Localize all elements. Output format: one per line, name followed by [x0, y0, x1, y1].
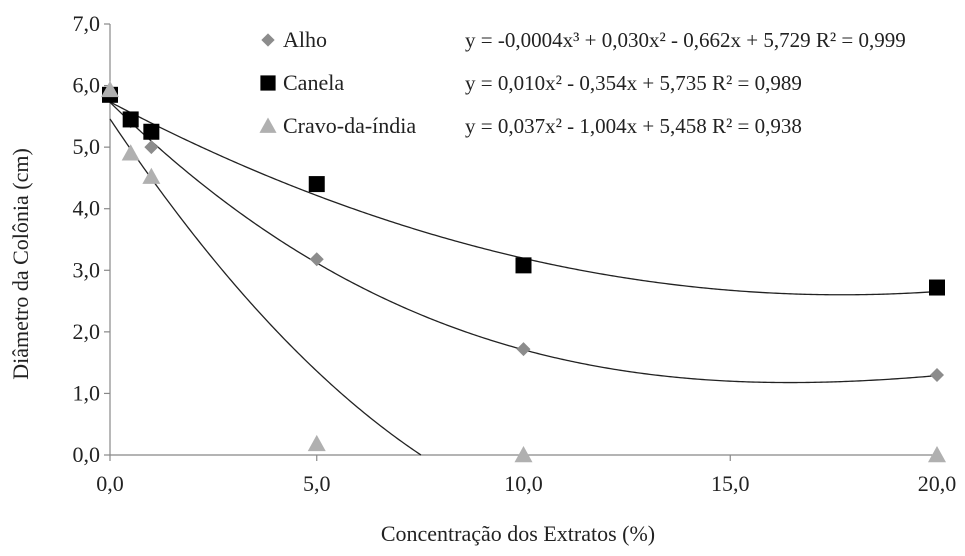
y-tick-label: 3,0	[73, 257, 101, 282]
legend-label: Cravo-da-índia	[283, 113, 416, 138]
data-point-triangle	[142, 167, 161, 184]
data-point-triangle	[307, 434, 326, 452]
data-point-diamond	[516, 342, 531, 357]
data-points	[101, 80, 946, 463]
data-point-square	[308, 176, 325, 193]
data-point-square	[122, 111, 139, 128]
y-tick-label: 4,0	[73, 196, 101, 221]
x-tick-label: 5,0	[303, 471, 331, 496]
x-tick-label: 10,0	[504, 471, 543, 496]
y-tick-label: 5,0	[73, 134, 101, 159]
y-axis-title: Diâmetro da Colônia (cm)	[8, 148, 33, 380]
data-point-square	[143, 123, 160, 140]
y-tick-label: 0,0	[73, 442, 101, 467]
data-point-square	[515, 257, 532, 274]
x-tick-label: 20,0	[918, 471, 957, 496]
legend-label: Alho	[283, 27, 327, 52]
trendline-equation: y = -0,0004x³ + 0,030x² - 0,662x + 5,729…	[465, 28, 906, 52]
trendline-equation: y = 0,037x² - 1,004x + 5,458 R² = 0,938	[465, 114, 802, 138]
y-tick-label: 1,0	[73, 380, 101, 405]
trendline-diamond	[109, 101, 938, 384]
data-point-diamond	[309, 252, 324, 267]
trendline-equation: y = 0,010x² - 0,354x + 5,735 R² = 0,989	[465, 71, 802, 95]
data-point-triangle	[121, 144, 140, 161]
data-point-triangle	[514, 446, 533, 463]
trendline-triangle	[109, 118, 422, 456]
legend-marker-square	[260, 75, 276, 91]
data-point-diamond	[930, 367, 944, 382]
y-tick-label: 2,0	[73, 319, 101, 344]
data-point-diamond	[144, 140, 159, 155]
x-axis-title: Concentração dos Extratos (%)	[381, 521, 655, 546]
axes: 0,0 1,0 2,0 3,0 4,0 5,0 6,0 7,0 0,0 5,0 10,0 15,0 20…	[73, 11, 957, 496]
x-tick-label: 15,0	[711, 471, 750, 496]
y-tick-label: 6,0	[73, 73, 101, 98]
legend-marker-triangle	[259, 117, 277, 133]
legend-marker-diamond	[261, 33, 275, 47]
data-point-square	[929, 279, 945, 296]
x-tick-label: 0,0	[96, 471, 124, 496]
data-point-triangle	[928, 446, 946, 463]
trendlines	[109, 101, 938, 456]
y-tick-label: 7,0	[73, 11, 101, 36]
legend: Alho y = -0,0004x³ + 0,030x² - 0,662x + 5…	[259, 27, 906, 138]
data-point-triangle	[101, 80, 119, 98]
legend-label: Canela	[283, 70, 344, 95]
